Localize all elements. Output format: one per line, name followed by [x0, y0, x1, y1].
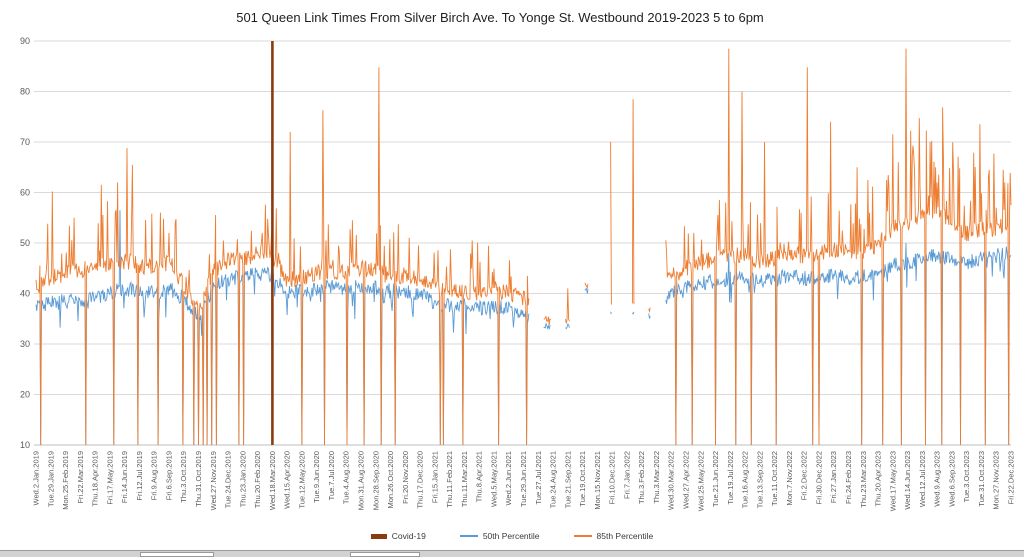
svg-text:90: 90	[20, 36, 30, 46]
chart-x-axis-labels: Wed.2.Jan.2019 Tue.29.Jan.2019 Mon.25.Feb.…	[32, 451, 1016, 511]
svg-text:Tue.24.Dec.2019: Tue.24.Dec.2019	[224, 451, 233, 508]
svg-text:Wed.12.Jul.2023: Wed.12.Jul.2023	[918, 451, 927, 507]
svg-text:Wed.15.Apr.2020: Wed.15.Apr.2020	[283, 451, 292, 509]
svg-text:60: 60	[20, 188, 30, 198]
svg-text:Tue.27.Jul.2021: Tue.27.Jul.2021	[534, 451, 543, 505]
legend-item-50th-percentile: 50th Percentile	[459, 531, 540, 541]
svg-text:Tue.29.Jun.2021: Tue.29.Jun.2021	[519, 451, 528, 507]
legend-label-covid: Covid-19	[391, 531, 426, 541]
svg-text:Thu.20.Apr.2023: Thu.20.Apr.2023	[874, 451, 883, 506]
svg-text:Fri.20.Nov.2020: Fri.20.Nov.2020	[401, 451, 410, 504]
scrollbar-thumb[interactable]	[350, 552, 420, 557]
chart-title: 501 Queen Link Times From Silver Birch A…	[236, 10, 764, 25]
p85-line-swatch	[573, 535, 592, 537]
svg-text:50: 50	[20, 238, 30, 248]
svg-text:Thu.23.Jan.2020: Thu.23.Jan.2020	[238, 451, 247, 507]
chart-series	[35, 41, 1012, 446]
svg-text:Thu.17.Dec.2020: Thu.17.Dec.2020	[416, 451, 425, 509]
p50-line-swatch	[459, 535, 478, 537]
svg-text:Thu.8.Apr.2021: Thu.8.Apr.2021	[475, 451, 484, 502]
svg-text:Fri.12.Jul.2019: Fri.12.Jul.2019	[135, 451, 144, 501]
svg-text:Fri.22.Mar.2019: Fri.22.Mar.2019	[76, 451, 85, 504]
svg-text:Thu.3.Oct.2019: Thu.3.Oct.2019	[179, 451, 188, 503]
svg-text:Fri.15.Jan.2021: Fri.15.Jan.2021	[430, 451, 439, 503]
svg-text:Thu.31.Oct.2019: Thu.31.Oct.2019	[194, 451, 203, 507]
svg-text:Mon.26.Oct.2020: Mon.26.Oct.2020	[386, 451, 395, 509]
svg-text:Mon.15.Nov.2021: Mon.15.Nov.2021	[593, 451, 602, 510]
svg-text:Wed.2.Jan.2019: Wed.2.Jan.2019	[32, 451, 41, 506]
scrollbar-thumb[interactable]	[140, 552, 214, 557]
svg-text:Tue.24.Aug.2021: Tue.24.Aug.2021	[549, 451, 558, 508]
legend-label-85th: 85th Percentile	[596, 531, 654, 541]
svg-text:Tue.11.Oct.2022: Tue.11.Oct.2022	[770, 451, 779, 506]
svg-text:70: 70	[20, 137, 30, 147]
svg-text:Wed.18.Mar.2020: Wed.18.Mar.2020	[268, 451, 277, 510]
svg-text:Tue.31.Oct.2023: Tue.31.Oct.2023	[977, 451, 986, 507]
p50-series-line	[35, 210, 1012, 446]
svg-text:Fri.14.Jun.2019: Fri.14.Jun.2019	[120, 451, 129, 503]
svg-text:Mon.25.Feb.2019: Mon.25.Feb.2019	[61, 451, 70, 510]
svg-text:Fri.22.Dec.2023: Fri.22.Dec.2023	[1007, 451, 1016, 504]
svg-text:Tue.19.Jul.2022: Tue.19.Jul.2022	[726, 451, 735, 505]
svg-text:Tue.29.Jan.2019: Tue.29.Jan.2019	[46, 451, 55, 507]
svg-text:Wed.14.Jun.2023: Wed.14.Jun.2023	[903, 451, 912, 510]
svg-text:Tue.4.Aug.2020: Tue.4.Aug.2020	[342, 451, 351, 504]
svg-text:10: 10	[20, 440, 30, 450]
svg-text:40: 40	[20, 289, 30, 299]
svg-text:Thu.3.Feb.2022: Thu.3.Feb.2022	[637, 451, 646, 504]
svg-text:Mon.7.Nov.2022: Mon.7.Nov.2022	[785, 451, 794, 505]
svg-text:Tue.21.Sep.2021: Tue.21.Sep.2021	[563, 451, 572, 508]
legend-item-covid: Covid-19	[370, 531, 426, 541]
svg-text:Mon.27.Nov.2023: Mon.27.Nov.2023	[992, 451, 1001, 510]
svg-text:Fri.10.Dec.2021: Fri.10.Dec.2021	[608, 451, 617, 504]
svg-text:Wed.2.Jun.2021: Wed.2.Jun.2021	[504, 451, 513, 506]
svg-text:Fri.9.Aug.2019: Fri.9.Aug.2019	[150, 451, 159, 500]
horizontal-scrollbar	[0, 550, 1024, 557]
svg-text:Mon.31.Aug.2020: Mon.31.Aug.2020	[357, 451, 366, 510]
svg-text:Thu.23.Mar.2023: Thu.23.Mar.2023	[859, 451, 868, 508]
svg-text:Thu.20.Feb.2020: Thu.20.Feb.2020	[253, 451, 262, 508]
svg-text:Wed.27.Apr.2022: Wed.27.Apr.2022	[682, 451, 691, 509]
svg-text:Wed.5.May.2021: Wed.5.May.2021	[490, 451, 499, 507]
svg-text:Tue.9.Jun.2020: Tue.9.Jun.2020	[312, 451, 321, 503]
svg-text:Mon.28.Sep.2020: Mon.28.Sep.2020	[371, 451, 380, 510]
svg-text:Tue.3.Oct.2023: Tue.3.Oct.2023	[962, 451, 971, 502]
svg-text:Thu.3.Mar.2022: Thu.3.Mar.2022	[652, 451, 661, 504]
svg-text:Wed.25.May.2022: Wed.25.May.2022	[696, 451, 705, 511]
svg-text:Fri.17.May.2019: Fri.17.May.2019	[105, 451, 114, 505]
svg-text:Tue.21.Jun.2022: Tue.21.Jun.2022	[711, 451, 720, 507]
svg-text:Fri.30.Dec.2022: Fri.30.Dec.2022	[815, 451, 824, 504]
chart-legend: Covid-19 50th Percentile 85th Percentile	[0, 531, 1024, 541]
svg-text:Tue.19.Oct.2021: Tue.19.Oct.2021	[578, 451, 587, 507]
svg-text:Wed.17.May.2023: Wed.17.May.2023	[888, 451, 897, 511]
svg-text:Fri.7.Jan.2022: Fri.7.Jan.2022	[622, 451, 631, 499]
svg-text:Thu.18.Apr.2019: Thu.18.Apr.2019	[91, 451, 100, 506]
svg-text:Fri.24.Feb.2023: Fri.24.Feb.2023	[844, 451, 853, 504]
svg-text:Tue.7.Jul.2020: Tue.7.Jul.2020	[327, 451, 336, 500]
p85-series-line	[35, 48, 1012, 446]
svg-text:30: 30	[20, 339, 30, 349]
svg-text:Fri.27.Jan.2023: Fri.27.Jan.2023	[829, 451, 838, 503]
svg-text:Wed.27.Nov.2019: Wed.27.Nov.2019	[209, 451, 218, 510]
legend-item-85th-percentile: 85th Percentile	[573, 531, 654, 541]
svg-text:Tue.13.Sep.2022: Tue.13.Sep.2022	[755, 451, 764, 508]
svg-text:Fri.2.Dec.2022: Fri.2.Dec.2022	[800, 451, 809, 500]
svg-text:80: 80	[20, 87, 30, 97]
chart-gridlines	[34, 40, 1011, 446]
svg-text:Thu.11.Feb.2021: Thu.11.Feb.2021	[445, 451, 454, 508]
svg-text:Wed.9.Aug.2023: Wed.9.Aug.2023	[933, 451, 942, 507]
legend-label-50th: 50th Percentile	[482, 531, 540, 541]
svg-text:Wed.6.Sep.2023: Wed.6.Sep.2023	[947, 451, 956, 507]
svg-text:Fri.6.Sep.2019: Fri.6.Sep.2019	[165, 451, 174, 500]
svg-text:20: 20	[20, 390, 30, 400]
svg-text:Tue.16.Aug.2022: Tue.16.Aug.2022	[741, 451, 750, 508]
svg-text:Thu.11.Mar.2021: Thu.11.Mar.2021	[460, 451, 469, 507]
covid-line-swatch	[370, 533, 387, 539]
svg-text:Wed.30.Mar.2022: Wed.30.Mar.2022	[667, 451, 676, 510]
chart-y-axis-labels: 10 20 30 40 50 60 70 80 90	[20, 36, 30, 450]
svg-text:Tue.12.May.2020: Tue.12.May.2020	[297, 451, 306, 509]
